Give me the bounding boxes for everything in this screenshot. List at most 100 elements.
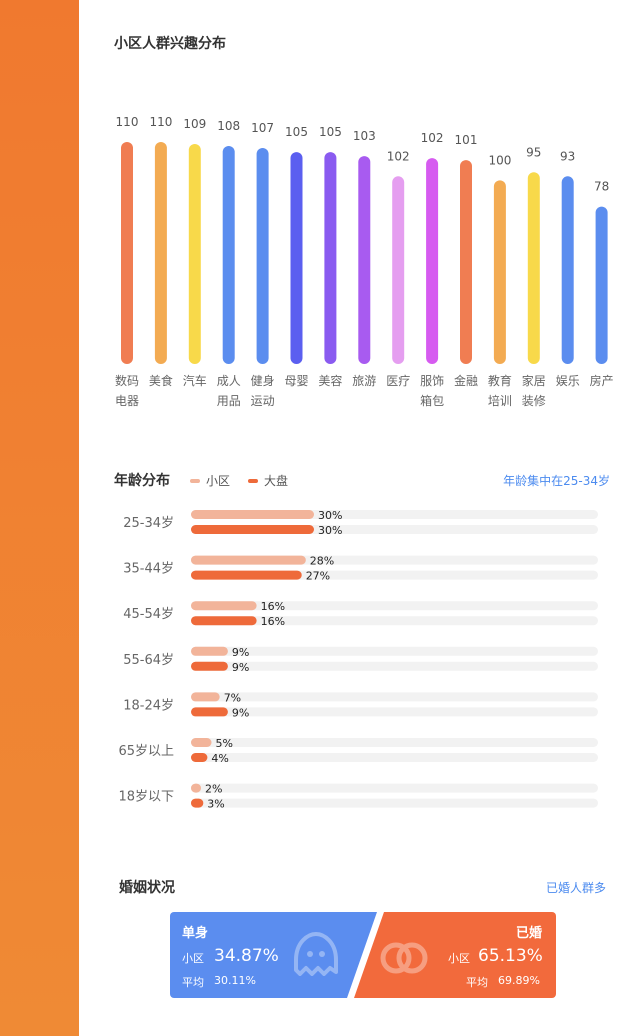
age-value-label: 3% [207,798,224,811]
single-community-label: 小区 [182,952,204,965]
interest-bar [256,148,269,364]
single-label: 单身 [182,926,209,941]
age-bar-track [191,707,598,717]
single-panel [170,912,377,998]
interest-bar [121,142,133,364]
marital-card: 单身 小区 34.87% 平均 30.11% 已婚 小区 65.13% 平均 6… [170,912,556,998]
legend-market-swatch [248,478,258,483]
age-bar-track [191,692,598,702]
married-panel [354,912,556,998]
interest-category-label: 金融 [454,373,478,388]
age-value-label: 9% [232,706,249,719]
married-label: 已婚 [516,926,543,941]
interest-value-label: 107 [251,121,274,135]
interest-value-label: 110 [149,115,172,129]
interest-bar [595,206,608,364]
age-bar-track [191,753,598,762]
age-bar-track [191,798,598,808]
interest-value-label: 109 [183,117,206,131]
interest-category-label: 娱乐 [556,374,580,388]
age-bar-track [191,616,598,626]
interest-category-label: 家居 [522,373,546,388]
age-bar [191,616,257,626]
interest-bar [188,144,201,364]
age-category-label: 35-44岁 [123,562,174,577]
age-bar [191,753,208,762]
interest-category-label: 服饰 [420,374,444,388]
rings-icon [380,942,428,974]
interest-title: 小区人群兴趣分布 [114,36,226,52]
interest-value-label: 103 [353,129,376,143]
married-community-value: 65.13% [478,946,543,966]
age-title: 年龄分布 [114,473,170,489]
legend-market: 大盘 [248,472,288,489]
interest-bar [290,152,303,364]
age-category-label: 18-24岁 [123,698,174,713]
interest-bar [426,158,439,364]
age-bar-track [191,661,598,671]
interest-bar [460,160,472,364]
age-value-label: 9% [232,646,249,659]
interest-value-label: 100 [488,153,511,167]
interest-category-label: 运动 [251,394,275,408]
age-value-label: 9% [232,661,249,674]
age-value-label: 5% [216,737,233,750]
age-category-label: 55-64岁 [123,653,174,668]
age-value-label: 16% [261,600,285,613]
interest-category-label: 数码 [115,373,139,388]
age-chart: 25-34岁 30% 30% 35-44岁 28% 27% 45-54岁 16% 16% 55-6… [118,509,598,811]
age-value-label: 16% [261,615,285,628]
age-value-label: 7% [224,691,241,704]
age-category-label: 18岁以下 [118,790,174,805]
age-bar-track [191,738,598,747]
age-bar [191,798,204,808]
legend-community-label: 小区 [206,474,231,488]
single-avg-label: 平均 [182,976,204,989]
interest-bar [358,156,371,364]
age-bar [191,646,228,656]
age-bar [191,525,314,534]
interest-value-label: 102 [421,131,444,145]
interest-category-label: 房产 [590,373,614,388]
married-avg-value: 69.89% [498,974,540,987]
legend-community-swatch [190,478,200,483]
age-header: 年龄分布 小区 大盘 年龄集中在25-34岁 [114,468,610,490]
interest-category-label: 美食 [149,373,173,388]
age-value-label: 30% [318,524,342,537]
interest-bar [493,180,506,364]
interest-category-label: 装修 [522,393,546,408]
age-value-label: 4% [211,752,228,765]
married-community-label: 小区 [448,952,470,965]
interest-value-label: 95 [526,145,541,159]
age-note: 年龄集中在25-34岁 [503,474,610,488]
ghost-icon [294,932,338,976]
age-value-label: 28% [310,555,334,568]
single-community-value: 34.87% [214,946,279,966]
side-strip [0,0,79,1036]
single-avg-value: 30.11% [214,974,256,987]
marital-note: 已婚人群多 [545,881,606,895]
interest-category-label: 医疗 [386,374,410,388]
age-bar [191,738,212,747]
age-bar-track [191,783,598,793]
age-bar [191,692,220,702]
age-bar [191,783,201,793]
legend-market-label: 大盘 [264,474,289,488]
interest-category-label: 用品 [217,394,241,408]
interest-category-label: 教育 [488,373,512,388]
age-value-label: 27% [306,570,330,583]
interest-category-label: 箱包 [420,393,444,408]
interest-category-label: 电器 [115,394,139,408]
age-category-label: 45-54岁 [123,607,174,622]
marital-title: 婚姻状况 [119,880,175,896]
interest-category-label: 旅游 [352,374,376,388]
age-category-label: 25-34岁 [123,516,174,531]
interest-bar [561,176,574,364]
age-bar [191,555,306,565]
age-value-label: 30% [318,509,342,522]
interest-category-label: 美容 [318,373,342,388]
married-avg-label: 平均 [466,976,488,989]
interest-category-label: 成人 [217,374,241,388]
age-value-label: 2% [205,783,222,796]
